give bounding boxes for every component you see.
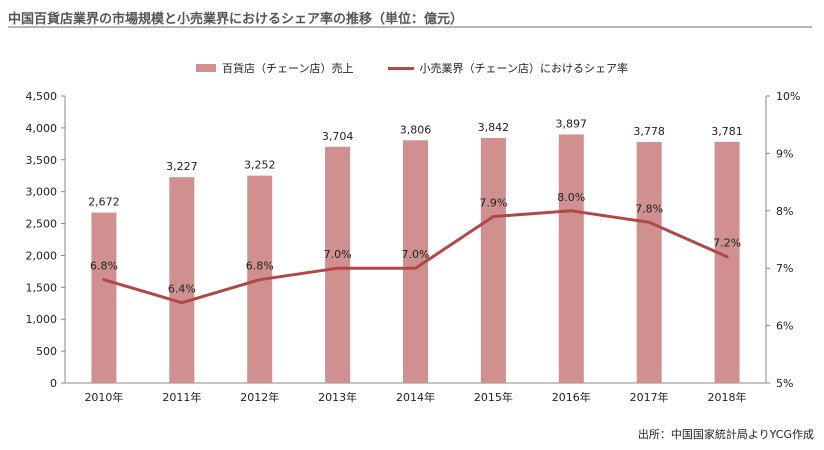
- x-tick-label: 2015年: [474, 390, 513, 404]
- share-point: [258, 278, 262, 282]
- bar: [169, 177, 195, 383]
- legend-label-bar: 百貨店（チェーン店）売上: [222, 62, 354, 75]
- left-tick-label: 3,000: [26, 186, 58, 199]
- bar-value-label: 3,227: [166, 160, 198, 173]
- left-tick-label: 3,500: [26, 154, 58, 167]
- x-tick-label: 2018年: [708, 390, 747, 404]
- share-value-label: 7.0%: [402, 248, 430, 261]
- share-value-label: 6.4%: [168, 283, 196, 296]
- bar-value-label: 3,842: [478, 121, 510, 134]
- bar-value-label: 3,704: [322, 130, 354, 143]
- share-value-label: 8.0%: [557, 191, 585, 204]
- bar-value-label: 3,806: [400, 123, 432, 136]
- bar: [325, 146, 351, 383]
- share-point: [180, 301, 184, 305]
- x-tick-label: 2011年: [162, 390, 201, 404]
- bar-value-label: 3,252: [244, 159, 276, 172]
- x-tick-label: 2016年: [552, 390, 591, 404]
- bar-value-label: 2,672: [88, 196, 120, 209]
- left-tick-label: 4,500: [26, 90, 58, 103]
- share-value-label: 7.9%: [479, 197, 507, 210]
- legend-swatch-line: [387, 66, 414, 70]
- right-tick-label: 10%: [776, 90, 800, 103]
- share-point: [725, 255, 729, 259]
- share-point: [336, 266, 340, 270]
- share-point: [491, 215, 495, 219]
- bar: [714, 141, 740, 383]
- bar: [558, 134, 584, 383]
- x-tick-label: 2012年: [240, 390, 279, 404]
- share-point: [647, 220, 651, 224]
- left-tick-label: 0: [50, 377, 57, 390]
- chart-title: 中国百貨店業界の市場規模と小売業界におけるシェア率の推移（単位：億元）: [8, 12, 464, 27]
- left-tick-label: 2,500: [26, 218, 58, 231]
- left-tick-label: 1,500: [26, 281, 58, 294]
- share-value-label: 6.8%: [90, 260, 118, 273]
- legend-item-bar: 百貨店（チェーン店）売上: [196, 60, 354, 76]
- x-tick-label: 2010年: [84, 390, 123, 404]
- legend-swatch-bar: [196, 64, 217, 72]
- bar: [636, 142, 662, 383]
- source-note: 出所：中国国家統計局よりYCG作成: [637, 428, 814, 441]
- legend: 百貨店（チェーン店）売上 小売業界（チェーン店）におけるシェア率: [0, 60, 824, 76]
- right-tick-label: 6%: [776, 320, 793, 333]
- share-value-label: 7.8%: [635, 202, 663, 215]
- right-tick-label: 7%: [776, 262, 793, 275]
- share-point: [569, 209, 573, 213]
- bar: [91, 212, 117, 383]
- right-tick-label: 5%: [776, 377, 793, 390]
- left-tick-label: 1,000: [26, 313, 58, 326]
- share-value-label: 7.0%: [324, 248, 352, 261]
- bar: [480, 137, 506, 383]
- legend-item-line: 小売業界（チェーン店）におけるシェア率: [387, 60, 628, 76]
- share-value-label: 7.2%: [713, 237, 741, 250]
- share-point: [102, 278, 106, 282]
- left-tick-label: 500: [36, 345, 57, 358]
- bar-value-label: 3,781: [711, 125, 743, 138]
- x-tick-label: 2014年: [396, 390, 435, 404]
- share-value-label: 6.8%: [246, 260, 274, 273]
- x-tick-label: 2013年: [318, 390, 357, 404]
- right-tick-label: 9%: [776, 147, 793, 160]
- left-tick-label: 2,000: [26, 249, 58, 262]
- right-tick-label: 8%: [776, 205, 793, 218]
- bar-value-label: 3,897: [556, 117, 588, 130]
- left-tick-label: 4,000: [26, 122, 58, 135]
- bar-value-label: 3,778: [633, 125, 665, 138]
- legend-label-line: 小売業界（チェーン店）におけるシェア率: [419, 62, 628, 75]
- title-divider: [8, 26, 812, 28]
- x-tick-label: 2017年: [630, 390, 669, 404]
- share-point: [414, 266, 417, 270]
